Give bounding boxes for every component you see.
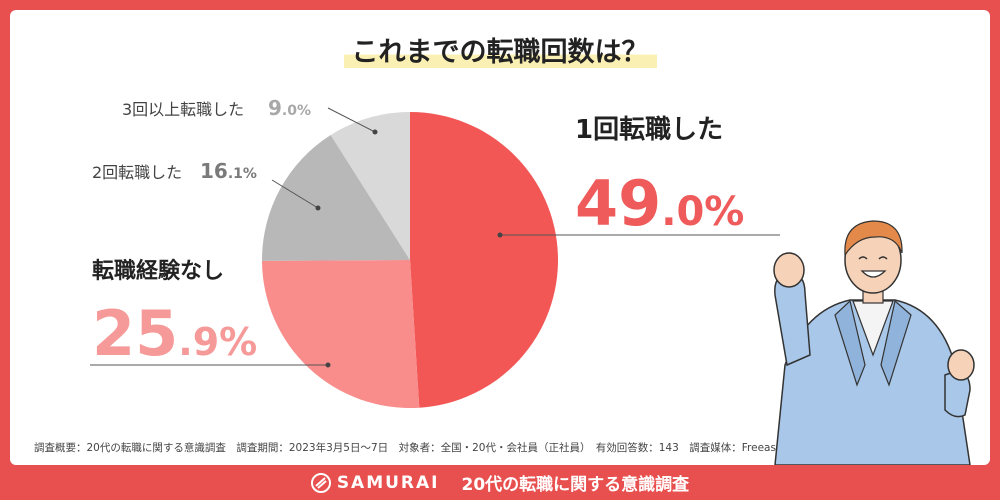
brand: SAMURAI [310, 472, 440, 493]
pie-slice-1 [262, 260, 420, 408]
leader-line-3 [327, 107, 376, 133]
chart-title: これまでの転職回数は？ [343, 38, 657, 68]
leader-line-2 [271, 179, 319, 209]
samurai-logo-icon [310, 472, 331, 493]
leader-dot-0 [497, 232, 503, 238]
slice-label-3: 3回以上転職した [122, 100, 244, 119]
brand-name: SAMURAI [336, 472, 440, 493]
pie-slice-2 [262, 135, 410, 261]
leader-dot-1 [325, 362, 331, 368]
leader-dot-3 [372, 129, 378, 135]
leader-dot-2 [315, 205, 321, 211]
survey-note: 調査概要：20代の転職に関する意識調査 調査期間：2023年3月5日〜7日 対象… [34, 442, 783, 454]
slice-value-3: 9.0% [268, 96, 311, 120]
slice-label-1: 転職経験なし [92, 258, 224, 284]
slice-label-0: 1回転職した [575, 115, 723, 145]
slice-value-1: 25.9% [92, 297, 257, 370]
pie-chart: 1回転職した 49.0% 転職経験なし 25.9% 2回転職した 16.1% 3回以上転職し… [90, 96, 780, 408]
cheering-businessman-icon [773, 220, 975, 465]
slice-value-0: 49.0% [575, 167, 744, 240]
pie-slice-3 [330, 112, 410, 260]
bottom-title: 20代の転職に関する意識調査 [461, 475, 690, 495]
card: これまでの転職回数は？ 1回転職した 49.0% 転職経験なし 25.9% 2回転職した… [10, 10, 990, 465]
bottom-bar: SAMURAI 20代の転職に関する意識調査 [0, 465, 1000, 500]
slice-value-2: 16.1% [200, 159, 257, 183]
slice-label-2: 2回転職した [92, 163, 182, 182]
pie-slice-0 [410, 112, 558, 408]
